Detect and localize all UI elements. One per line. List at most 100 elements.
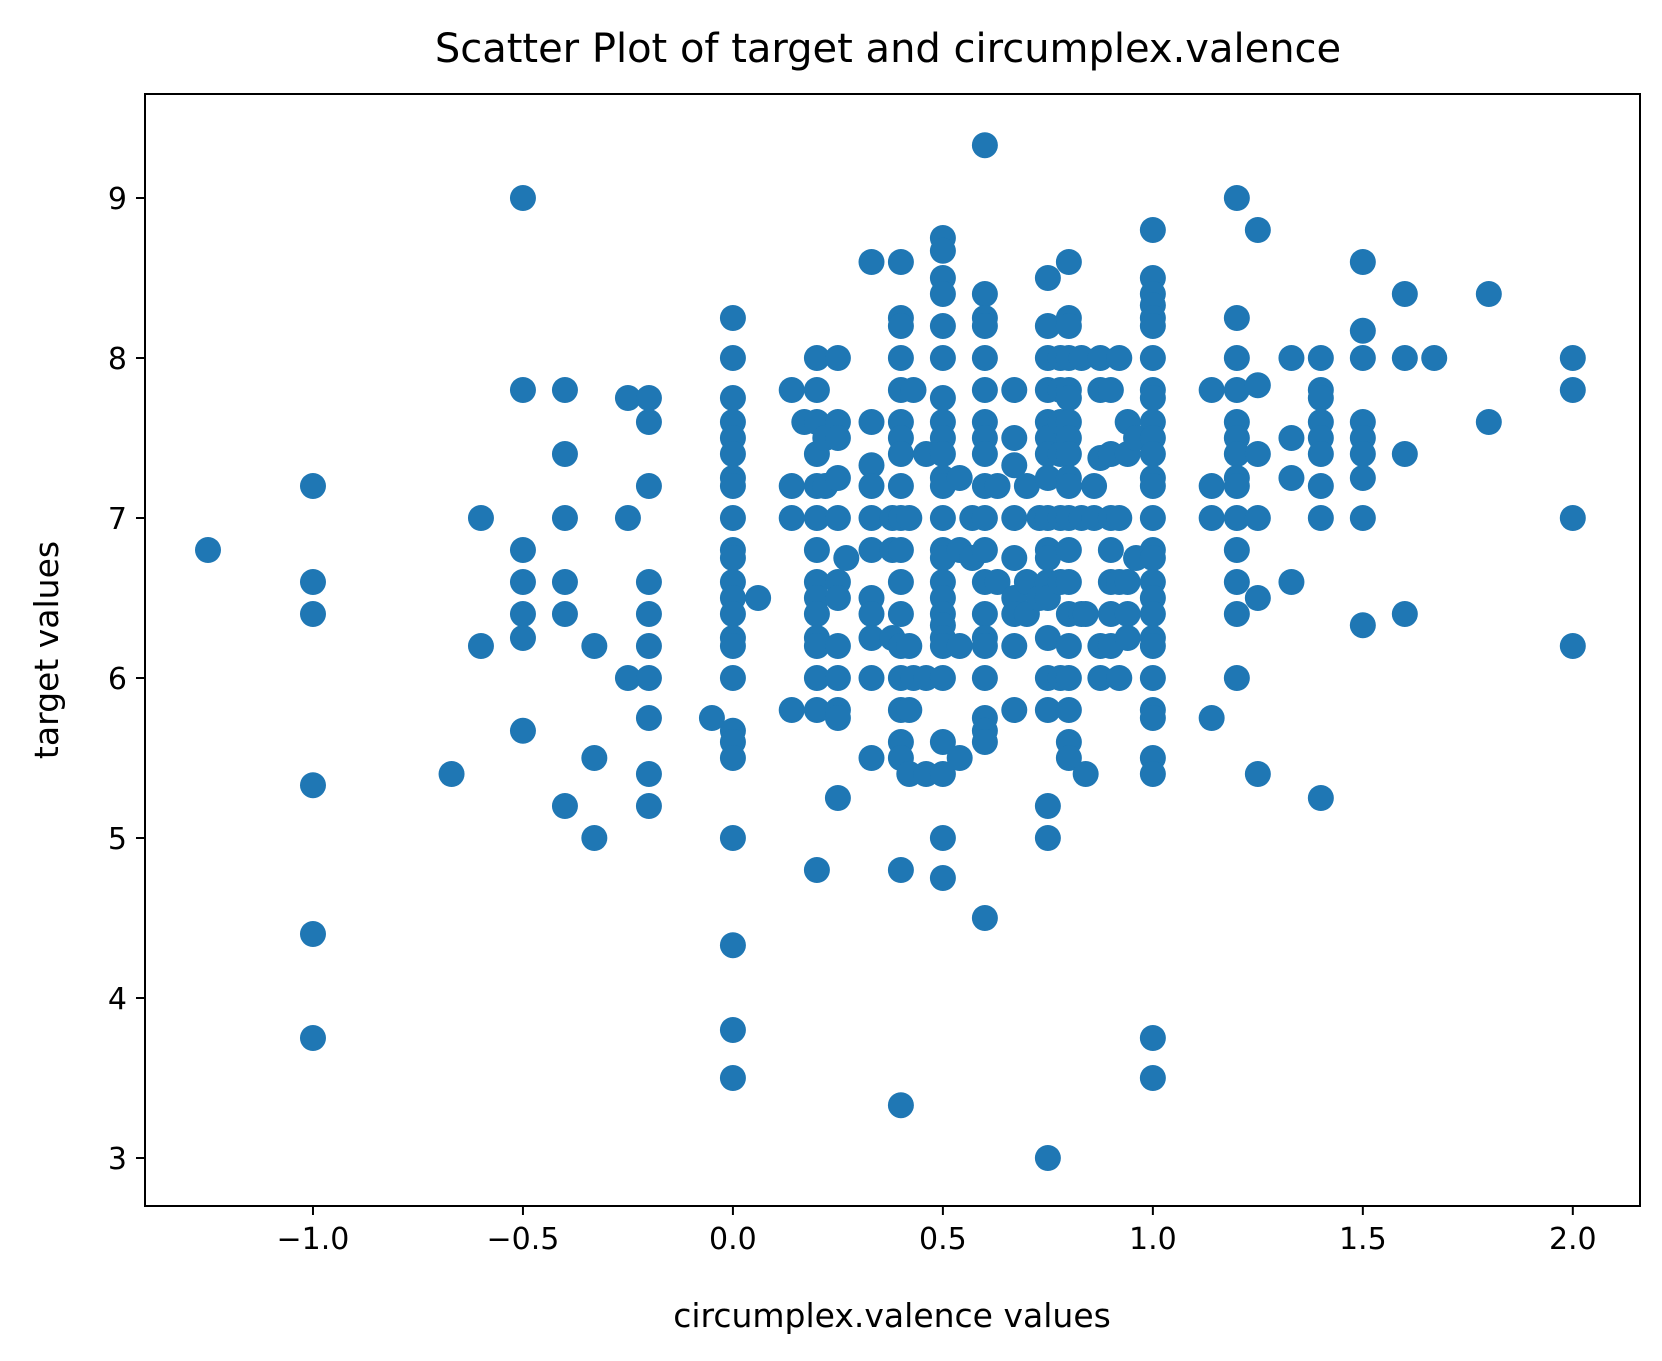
scatter-point	[1106, 665, 1133, 691]
scatter-point	[896, 633, 923, 659]
scatter-point	[887, 249, 914, 275]
scatter-point	[1139, 1025, 1166, 1051]
scatter-point	[1001, 452, 1028, 479]
scatter-point	[929, 729, 956, 755]
scatter-point	[1001, 425, 1028, 451]
scatter-point	[929, 825, 956, 851]
scatter-point	[1223, 505, 1250, 531]
scatter-point	[1223, 601, 1250, 627]
scatter-point	[299, 601, 326, 627]
scatter-point	[1139, 217, 1166, 243]
scatter-point	[824, 465, 851, 491]
scatter-point	[887, 1092, 914, 1119]
scatter-point	[1034, 825, 1061, 851]
scatter-point	[1068, 345, 1095, 371]
scatter-point	[1223, 569, 1250, 595]
scatter-point	[887, 345, 914, 371]
scatter-point	[824, 505, 851, 531]
scatter-point	[551, 441, 578, 467]
scatter-point	[858, 452, 885, 479]
scatter-point	[299, 569, 326, 595]
scatter-point	[1055, 385, 1082, 411]
scatter-point	[1055, 537, 1082, 563]
scatter-point	[719, 745, 746, 771]
y-tick-label: 7	[108, 502, 127, 537]
scatter-point	[887, 473, 914, 499]
scatter-point	[719, 441, 746, 467]
scatter-point	[1307, 785, 1334, 811]
scatter-point	[551, 505, 578, 531]
scatter-point	[803, 633, 830, 659]
scatter-point	[929, 281, 956, 307]
scatter-point	[1055, 249, 1082, 275]
scatter-point	[1559, 377, 1586, 403]
scatter-point	[929, 345, 956, 371]
scatter-point	[824, 633, 851, 659]
scatter-point	[1349, 249, 1376, 275]
scatter-point	[1349, 612, 1376, 639]
scatter-point	[719, 1017, 746, 1043]
scatter-point	[1001, 697, 1028, 723]
scatter-point	[984, 569, 1011, 595]
scatter-point	[1001, 505, 1028, 531]
scatter-point	[778, 473, 805, 499]
y-tick-label: 9	[108, 182, 127, 217]
ticks-layer: −1.0 −0.5 0.0 0.5 1.0 1.5 2.0 3 4 5 6 7 8 9	[108, 182, 1597, 1257]
scatter-point	[1223, 185, 1250, 211]
scatter-point	[1223, 345, 1250, 371]
scatter-point	[1072, 761, 1099, 787]
scatter-point	[1139, 441, 1166, 467]
scatter-point	[1114, 625, 1141, 651]
scatter-point	[1034, 697, 1061, 723]
scatter-point	[858, 601, 885, 627]
scatter-point	[803, 537, 830, 563]
scatter-point	[1223, 537, 1250, 563]
scatter-point	[1097, 377, 1124, 403]
scatter-point	[971, 377, 998, 403]
scatter-point	[896, 697, 923, 723]
scatter-point	[1559, 505, 1586, 531]
scatter-point	[551, 377, 578, 403]
scatter-point	[858, 505, 885, 531]
scatter-point	[1055, 633, 1082, 659]
scatter-point	[887, 313, 914, 339]
scatter-point	[858, 473, 885, 499]
scatter-point	[946, 745, 973, 771]
scatter-point	[858, 625, 885, 651]
scatter-point	[635, 409, 662, 435]
scatter-point	[1139, 705, 1166, 731]
scatter-point	[971, 441, 998, 467]
scatter-point	[824, 585, 851, 611]
scatter-point	[719, 601, 746, 627]
y-tick-label: 4	[108, 982, 127, 1017]
scatter-point	[1349, 441, 1376, 467]
scatter-point	[719, 665, 746, 691]
scatter-point	[803, 857, 830, 883]
scatter-point	[194, 537, 221, 563]
scatter-point	[887, 601, 914, 627]
x-tick-label: 2.0	[1549, 1222, 1597, 1257]
scatter-point	[719, 473, 746, 499]
scatter-point	[1198, 377, 1225, 403]
scatter-point	[971, 132, 998, 159]
scatter-point	[1244, 761, 1271, 787]
scatter-point	[551, 569, 578, 595]
scatter-point	[971, 345, 998, 371]
scatter-point	[824, 665, 851, 691]
scatter-point	[778, 697, 805, 723]
scatter-point	[971, 313, 998, 339]
scatter-point	[1391, 345, 1418, 371]
scatter-point	[719, 825, 746, 851]
scatter-point	[1055, 745, 1082, 771]
scatter-point	[803, 697, 830, 723]
scatter-point	[719, 345, 746, 371]
scatter-point	[1072, 601, 1099, 627]
scatter-point	[1139, 385, 1166, 411]
scatter-point	[1114, 601, 1141, 627]
scatter-point	[635, 473, 662, 499]
scatter-point	[1223, 305, 1250, 331]
x-tick-label: 0.0	[709, 1222, 757, 1257]
scatter-point	[858, 665, 885, 691]
scatter-point	[1139, 601, 1166, 627]
scatter-point	[1198, 505, 1225, 531]
